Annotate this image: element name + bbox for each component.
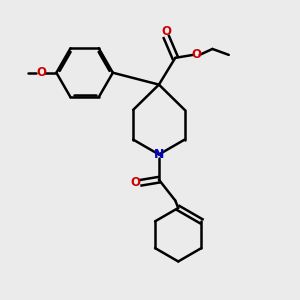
- Text: N: N: [154, 148, 164, 161]
- Text: O: O: [37, 66, 46, 79]
- Text: O: O: [131, 176, 141, 189]
- Text: O: O: [191, 48, 201, 62]
- Text: O: O: [161, 25, 171, 38]
